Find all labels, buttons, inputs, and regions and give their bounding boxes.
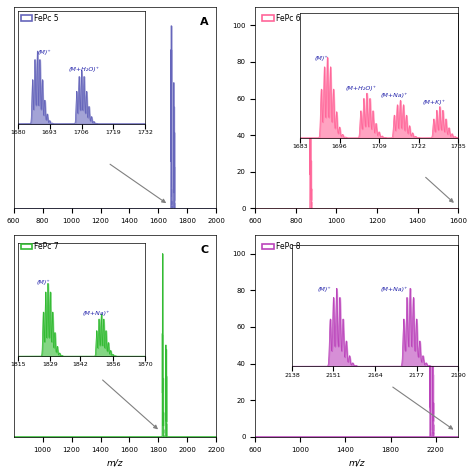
Legend: FePc 5: FePc 5 [18, 11, 62, 26]
Text: A: A [200, 17, 208, 27]
Legend: FePc 8: FePc 8 [259, 239, 304, 254]
Text: D: D [441, 246, 450, 255]
X-axis label: m/z: m/z [348, 458, 365, 467]
Legend: FePc 6: FePc 6 [259, 11, 304, 26]
Text: C: C [200, 246, 208, 255]
Legend: FePc 7: FePc 7 [18, 239, 62, 254]
Text: B: B [442, 17, 450, 27]
X-axis label: m/z: m/z [107, 458, 123, 467]
